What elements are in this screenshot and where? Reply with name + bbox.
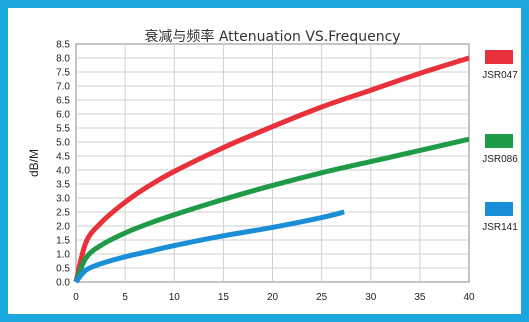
series-line-jsr086 <box>73 136 470 283</box>
y-tick-label: 3.5 <box>56 180 70 191</box>
x-tick-label: 0 <box>73 292 79 303</box>
y-tick-label: 6.0 <box>56 110 70 121</box>
y-tick-label: 5.5 <box>56 124 70 135</box>
series-lines <box>73 55 470 284</box>
y-tick-label: 2.5 <box>56 208 70 219</box>
legend-label-jsr047: JSR047 <box>482 70 518 81</box>
legend-swatch-jsr141 <box>485 202 513 216</box>
y-tick-label: 7.0 <box>56 82 70 93</box>
legend-label-jsr141: JSR141 <box>482 222 518 233</box>
y-tick-label: 6.5 <box>56 96 70 107</box>
chart-title: 衰减与频率 Attenuation VS.Frequency <box>144 28 400 45</box>
legend-label-jsr086: JSR086 <box>482 154 518 165</box>
y-tick-label: 1.0 <box>56 250 70 261</box>
series-line-jsr047 <box>73 55 470 283</box>
axes: 0 5 10 15 20 25 30 35 40 0.0 0.5 1.0 1.5 2.0 2.5 3.0 3.5… <box>56 40 475 304</box>
y-tick-label: 5.0 <box>56 138 70 149</box>
y-tick-label: 2.0 <box>56 222 70 233</box>
y-tick-label: 0.5 <box>56 264 70 275</box>
y-tick-label: 7.5 <box>56 68 70 79</box>
legend-swatch-jsr086 <box>485 134 513 148</box>
y-tick-label: 1.5 <box>56 236 70 247</box>
x-tick-label: 15 <box>218 292 230 303</box>
x-tick-label: 5 <box>122 292 128 303</box>
legend-swatch-jsr047 <box>485 50 513 64</box>
y-tick-label: 4.5 <box>56 152 70 163</box>
x-tick-label: 20 <box>267 292 279 303</box>
x-tick-label: 30 <box>365 292 377 303</box>
y-tick-label: 8.5 <box>56 40 70 51</box>
legend: JSR047 JSR086 JSR141 <box>482 50 518 233</box>
y-tick-label: 3.0 <box>56 194 70 205</box>
series-line-jsr141 <box>74 209 345 284</box>
x-tick-label: 10 <box>169 292 181 303</box>
x-tick-label: 40 <box>463 292 475 303</box>
x-tick-label: 25 <box>316 292 328 303</box>
y-axis-label: dB/M <box>27 149 41 177</box>
y-tick-label: 0.0 <box>56 278 70 289</box>
x-tick-label: 35 <box>414 292 426 303</box>
y-tick-label: 8.0 <box>56 54 70 65</box>
y-tick-label: 4.0 <box>56 166 70 177</box>
